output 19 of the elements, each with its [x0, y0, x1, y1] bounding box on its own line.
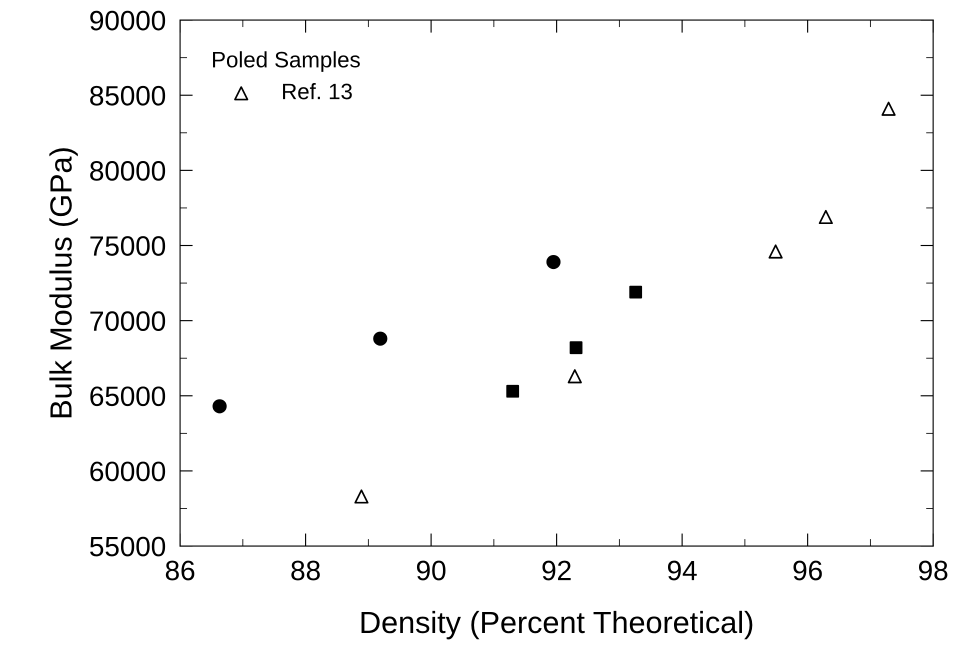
y-tick-label: 60000 — [90, 462, 166, 482]
y-tick-label: 80000 — [90, 161, 166, 181]
x-axis-title: Density (Percent Theoretical) — [362, 610, 752, 640]
x-tick-label: 98 — [919, 560, 948, 580]
y-tick-label: 75000 — [90, 236, 166, 256]
x-tick-label: 94 — [668, 560, 697, 580]
x-tick-label: 88 — [291, 560, 320, 580]
y-axis-title: Bulk Modulus (GPa) — [49, 148, 78, 418]
x-tick-label: 96 — [793, 560, 822, 580]
y-tick-label: 65000 — [90, 386, 166, 406]
y-tick-label: 70000 — [90, 311, 166, 331]
x-tick-label: 86 — [166, 560, 194, 580]
y-tick-label: 85000 — [90, 86, 166, 106]
legend-label: Ref. 13 — [283, 83, 352, 100]
y-tick-label: 55000 — [90, 536, 166, 556]
legend-title: Poled Samples — [213, 51, 360, 72]
y-tick-label: 90000 — [90, 10, 166, 30]
x-tick-label: 90 — [416, 560, 446, 580]
x-tick-label: 92 — [542, 560, 571, 580]
